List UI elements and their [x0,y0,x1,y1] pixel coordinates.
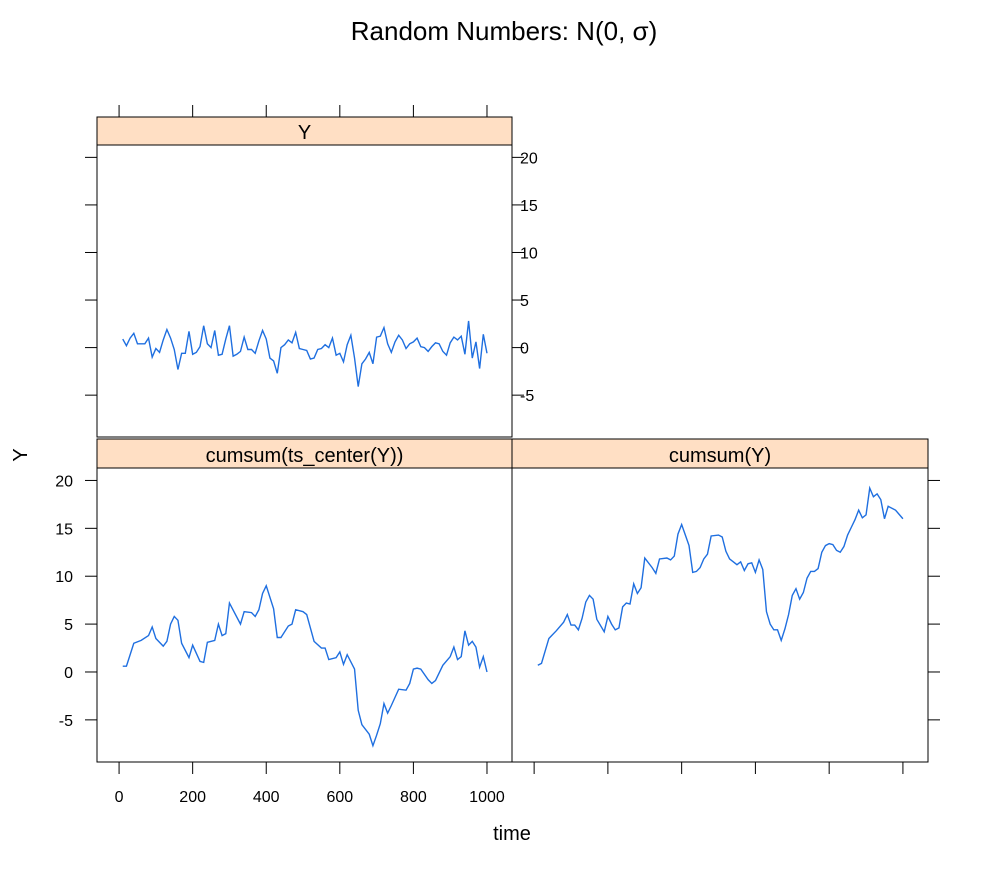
x-tick-label: 0 [115,789,124,806]
strip [96,116,513,146]
y-tick-label: 0 [64,665,73,682]
y-tick-label: -5 [59,713,73,730]
data-line [122,320,488,387]
x-tick-label: 400 [253,789,280,806]
y-tick-label: 0 [520,341,529,358]
x-axis-label: time [493,823,531,845]
x-tick-label: 1000 [469,789,505,806]
y-tick-label: 5 [64,617,73,634]
strip-label: cumsum(Y) [669,445,771,467]
panel-frame [511,467,929,763]
data-line [537,485,904,666]
y-tick-label: -5 [520,388,534,405]
y-tick-label: 15 [55,521,73,538]
y-tick-label: 20 [55,473,73,490]
x-tick-label: 200 [179,789,206,806]
y-tick-label: 10 [55,569,73,586]
panel-frame [96,144,513,438]
y-tick-label: 15 [520,198,538,215]
x-tick-label: 600 [326,789,353,806]
y-tick-label: 10 [520,245,538,262]
y-axis-label: Y [10,448,32,461]
strip [96,438,513,469]
strip-label: cumsum(ts_center(Y)) [206,445,404,467]
chart-title: Random Numbers: N(0, σ) [351,16,657,46]
y-tick-label: 20 [520,150,538,167]
data-line [122,583,488,748]
x-tick-label: 800 [400,789,427,806]
strip-label: Y [298,122,311,144]
y-tick-label: 5 [520,293,529,310]
